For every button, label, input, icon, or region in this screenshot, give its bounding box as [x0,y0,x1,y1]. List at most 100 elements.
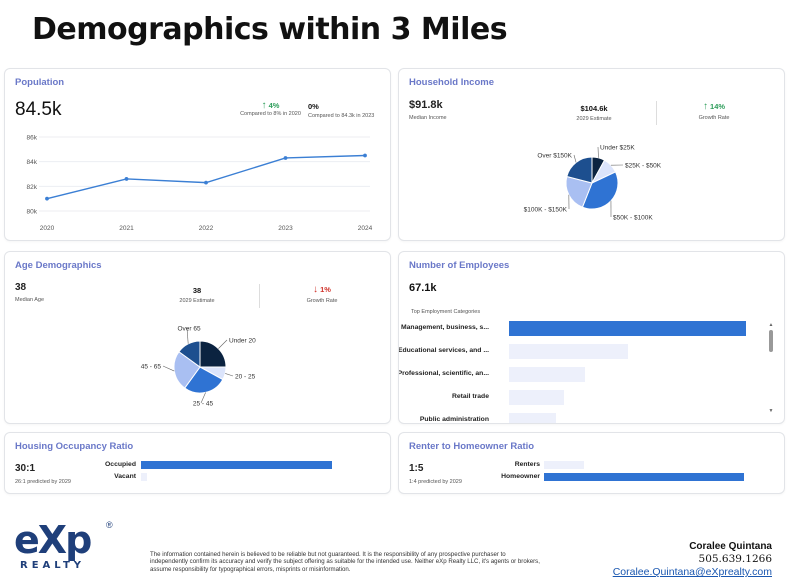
bar [141,461,332,469]
y-tick-label: 80k [27,209,38,216]
employees-card: Number of Employees 67.1k Top Employment… [398,251,785,424]
pie-label: $25K - $50K [625,163,662,170]
age-growth-label: Growth Rate [306,298,338,304]
scroll-thumb[interactable] [769,330,773,352]
income-growth-value: 14% [710,102,726,111]
pie-label: $50K - $100K [613,215,653,222]
agent-phone: 505.639.1266 [698,553,772,565]
housing-title: Housing Occupancy Ratio [15,441,134,452]
arrow-up-icon: ↑ [702,101,708,112]
bar-category-label: Public administration [419,416,489,423]
age-growth-value: 1% [320,285,331,294]
housing-ratio: 30:1 [15,463,36,474]
renter-bar-chart: Renters Homeowner [399,459,784,489]
pie-slice [565,175,593,208]
y-tick-label: 86k [27,135,38,142]
scrollbar[interactable]: ▲ ▼ [768,322,774,414]
bar [509,413,557,423]
pie-slice [199,340,227,368]
population-stat-1-label: Compared to 8% in 2020 [240,111,301,117]
leader-line [218,339,228,349]
renter-ratio: 1:5 [409,463,424,474]
pie-label: Under 20 [229,338,256,345]
data-point [204,180,208,185]
renter-title: Renter to Homeowner Ratio [409,441,535,452]
age-growth: ↓ 1% Growth Rate [297,284,347,304]
household-income-card: Household Income $91.8k Median Income $1… [398,68,785,241]
leader-line [200,392,206,404]
bar-category-label: Educational services, and ... [398,347,489,354]
income-median: $91.8k Median Income [409,99,447,121]
income-estimate-value: $104.6k [580,104,608,113]
leader-line [186,327,189,344]
housing-card: Housing Occupancy Ratio 30:1 26:1 predic… [4,432,391,494]
age-demographics-card: Age Demographics 38 Median Age 38 2029 E… [4,251,391,424]
population-stat-2: 0% Compared to 84.3k in 2023 [308,100,388,119]
population-title: Population [15,77,65,88]
y-tick-label: 84k [27,159,38,166]
age-estimate-label: 2029 Estimate [179,298,215,304]
age-estimate: 38 2029 Estimate [162,286,232,304]
scroll-up-icon[interactable]: ▲ [768,322,774,328]
x-tick-label: 2021 [119,225,134,232]
employees-value: 67.1k [409,282,437,294]
age-demographics-title: Age Demographics [15,260,102,271]
bar-category-label: Occupied [105,460,136,468]
x-tick-label: 2023 [278,225,293,232]
logo-mark: ® [106,520,113,530]
bar-category-label: Management, business, s... [400,324,489,331]
data-point [283,156,288,160]
bar [509,321,746,336]
pie-slice [173,351,201,389]
pie-label: Over $150K [537,153,572,160]
bar [544,461,584,469]
renter-predicted: 1:4 predicted by 2029 [409,479,462,485]
leader-line [573,154,577,163]
pie-label: $100K - $150K [524,207,568,214]
pie-label: 45 - 65 [141,364,162,371]
bar [509,390,564,405]
population-card: Population 84.5k ↑ 4% Compared to 8% in … [4,68,391,241]
pie-slice [184,366,224,394]
footer-disclaimer: The information contained herein is beli… [150,551,540,573]
data-point [363,153,367,158]
scroll-down-icon[interactable]: ▼ [768,408,774,414]
household-income-title: Household Income [409,77,494,88]
population-stat-2-value: 0% [308,102,319,111]
population-value: 84.5k [15,99,62,120]
employees-subtitle: Top Employment Categories [411,309,481,315]
pie-slice [566,156,593,184]
age-pie-chart: Under 20 20 - 25 25 - 45 45 - 65 Over 65 [141,326,256,408]
income-growth-label: Growth Rate [698,115,730,121]
housing-predicted: 26:1 predicted by 2029 [15,479,71,485]
income-median-label: Median Income [409,115,447,121]
bar-category-label: Homeowner [501,472,540,480]
housing-bar-chart: Occupied Vacant [5,459,390,489]
pie-label: 20 - 25 [235,374,256,381]
household-income-pie-chart: Under $25K $25K - $50K $50K - $100K $100K -… [524,145,662,222]
pie-label: 25 - 45 [193,401,214,408]
income-estimate: $104.6k 2029 Estimate [559,104,629,122]
divider [259,284,260,308]
bar [509,367,585,382]
leader-line [162,365,175,372]
income-growth: ↑ 14% Growth Rate [689,101,739,121]
agent-email-link[interactable]: Coralee.Quintana@eXprealty.com [612,566,772,578]
pie-label: Over 65 [177,326,201,333]
x-tick-label: 2020 [40,225,55,232]
bar-category-label: Renters [514,460,540,468]
data-point [45,196,49,201]
x-tick-label: 2024 [358,225,373,232]
bar-category-label: Retail trade [451,393,489,400]
page-title: Demographics within 3 Miles [32,12,508,47]
pie-label: Under $25K [600,145,635,152]
population-line-chart: 80k 82k 84k 86k 2020 2021 2022 2023 2024 [27,135,373,233]
arrow-up-icon: ↑ [261,100,267,111]
age-median-label: Median Age [15,297,45,303]
exp-logo: eXp ® REALTY [14,520,114,580]
divider [656,101,657,125]
bar [509,344,628,359]
arrow-down-icon: ↓ [313,284,319,295]
income-median-value: $91.8k [409,99,443,111]
data-point [124,177,129,181]
